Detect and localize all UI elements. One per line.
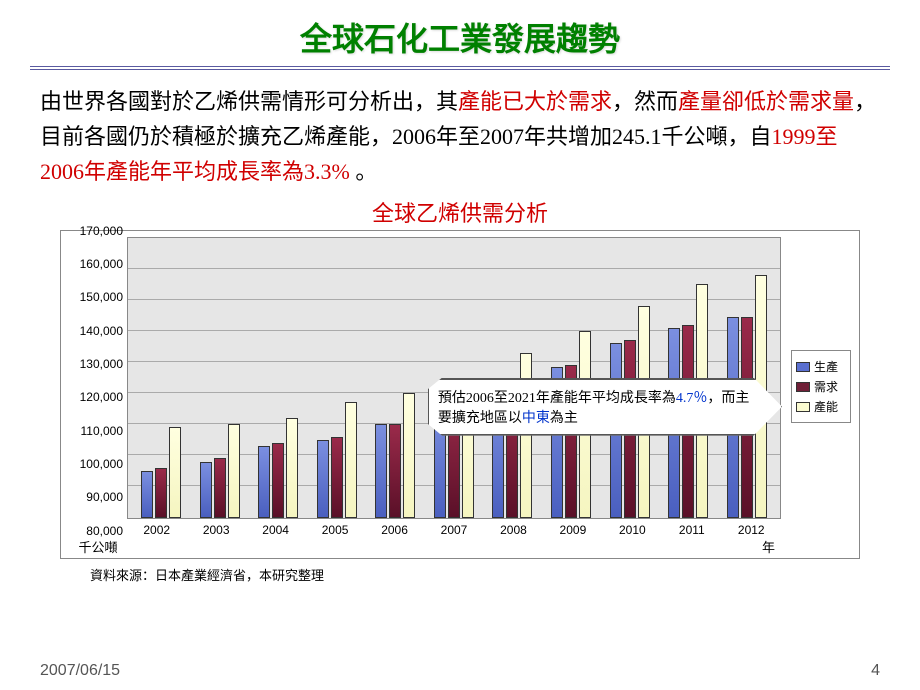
- x-tick-label: 2010: [603, 523, 662, 537]
- x-tick-label: 2012: [722, 523, 781, 537]
- legend-swatch-icon: [796, 402, 810, 412]
- bar-group: [317, 238, 357, 518]
- para-text: 。: [350, 159, 378, 184]
- title-underline: [30, 66, 890, 70]
- para-hl: 產量卻低於需求量: [678, 89, 854, 114]
- x-tick-label: 2005: [305, 523, 364, 537]
- para-hl: 產能已大於需求: [458, 89, 612, 114]
- callout-text: 預估2006至2021年產能年平均成長率為: [438, 391, 676, 406]
- callout-hl: 中東: [522, 411, 550, 426]
- bar-group: [258, 238, 298, 518]
- x-tick-label: 2003: [186, 523, 245, 537]
- bar: [375, 424, 387, 517]
- bar: [286, 418, 298, 518]
- chart-legend: 生產 需求 產能: [791, 350, 851, 423]
- callout-arrow: 預估2006至2021年產能年平均成長率為4.7％，而主要擴充地區以中東為主: [428, 378, 782, 436]
- chart-container: 170,000160,000150,000140,000130,000120,0…: [60, 230, 860, 559]
- legend-label: 生產: [814, 358, 838, 375]
- bar-group: [200, 238, 240, 518]
- bar: [331, 437, 343, 518]
- y-axis-unit: 千公噸: [69, 537, 127, 556]
- bar: [317, 440, 329, 518]
- chart-plot: 預估2006至2021年產能年平均成長率為4.7％，而主要擴充地區以中東為主: [127, 237, 781, 519]
- bar: [169, 427, 181, 517]
- bar: [200, 462, 212, 518]
- legend-label: 產能: [814, 398, 838, 415]
- legend-swatch-icon: [796, 362, 810, 372]
- page-title: 全球石化工業發展趨勢: [0, 0, 920, 60]
- callout-hl: 4.7％: [676, 391, 708, 406]
- para-text: 由世界各國對於乙烯供需情形可分析出，其: [40, 89, 458, 114]
- bar: [228, 424, 240, 517]
- para-text: ，然而: [612, 89, 678, 114]
- bar: [345, 402, 357, 517]
- bar: [141, 471, 153, 518]
- x-axis-unit: 年: [762, 537, 781, 556]
- callout-text: 為主: [550, 411, 578, 426]
- bar-group: [141, 238, 181, 518]
- bar: [403, 393, 415, 517]
- bar: [258, 446, 270, 518]
- x-tick-label: 2008: [484, 523, 543, 537]
- body-paragraph: 由世界各國對於乙烯供需情形可分析出，其產能已大於需求，然而產量卻低於需求量，目前…: [40, 84, 880, 190]
- footer-page-number: 4: [871, 662, 880, 680]
- y-axis: 170,000160,000150,000140,000130,000120,0…: [69, 237, 127, 537]
- x-tick-label: 2011: [662, 523, 721, 537]
- chart-title: 全球乙烯供需分析: [0, 196, 920, 228]
- x-axis: 2002200320042005200620072008200920102011…: [127, 519, 781, 537]
- footer-date: 2007/06/15: [40, 662, 120, 680]
- bar: [155, 468, 167, 518]
- x-tick-label: 2004: [246, 523, 305, 537]
- legend-item: 需求: [796, 378, 846, 395]
- x-tick-label: 2006: [365, 523, 424, 537]
- bar: [214, 458, 226, 517]
- chart-source: 資料來源：日本產業經濟省，本研究整理: [90, 565, 920, 584]
- x-tick-label: 2002: [127, 523, 186, 537]
- legend-item: 產能: [796, 398, 846, 415]
- x-tick-label: 2007: [424, 523, 483, 537]
- legend-swatch-icon: [796, 382, 810, 392]
- bar-group: [375, 238, 415, 518]
- bar: [389, 424, 401, 517]
- x-tick-label: 2009: [543, 523, 602, 537]
- legend-item: 生產: [796, 358, 846, 375]
- bar: [272, 443, 284, 518]
- legend-label: 需求: [814, 378, 838, 395]
